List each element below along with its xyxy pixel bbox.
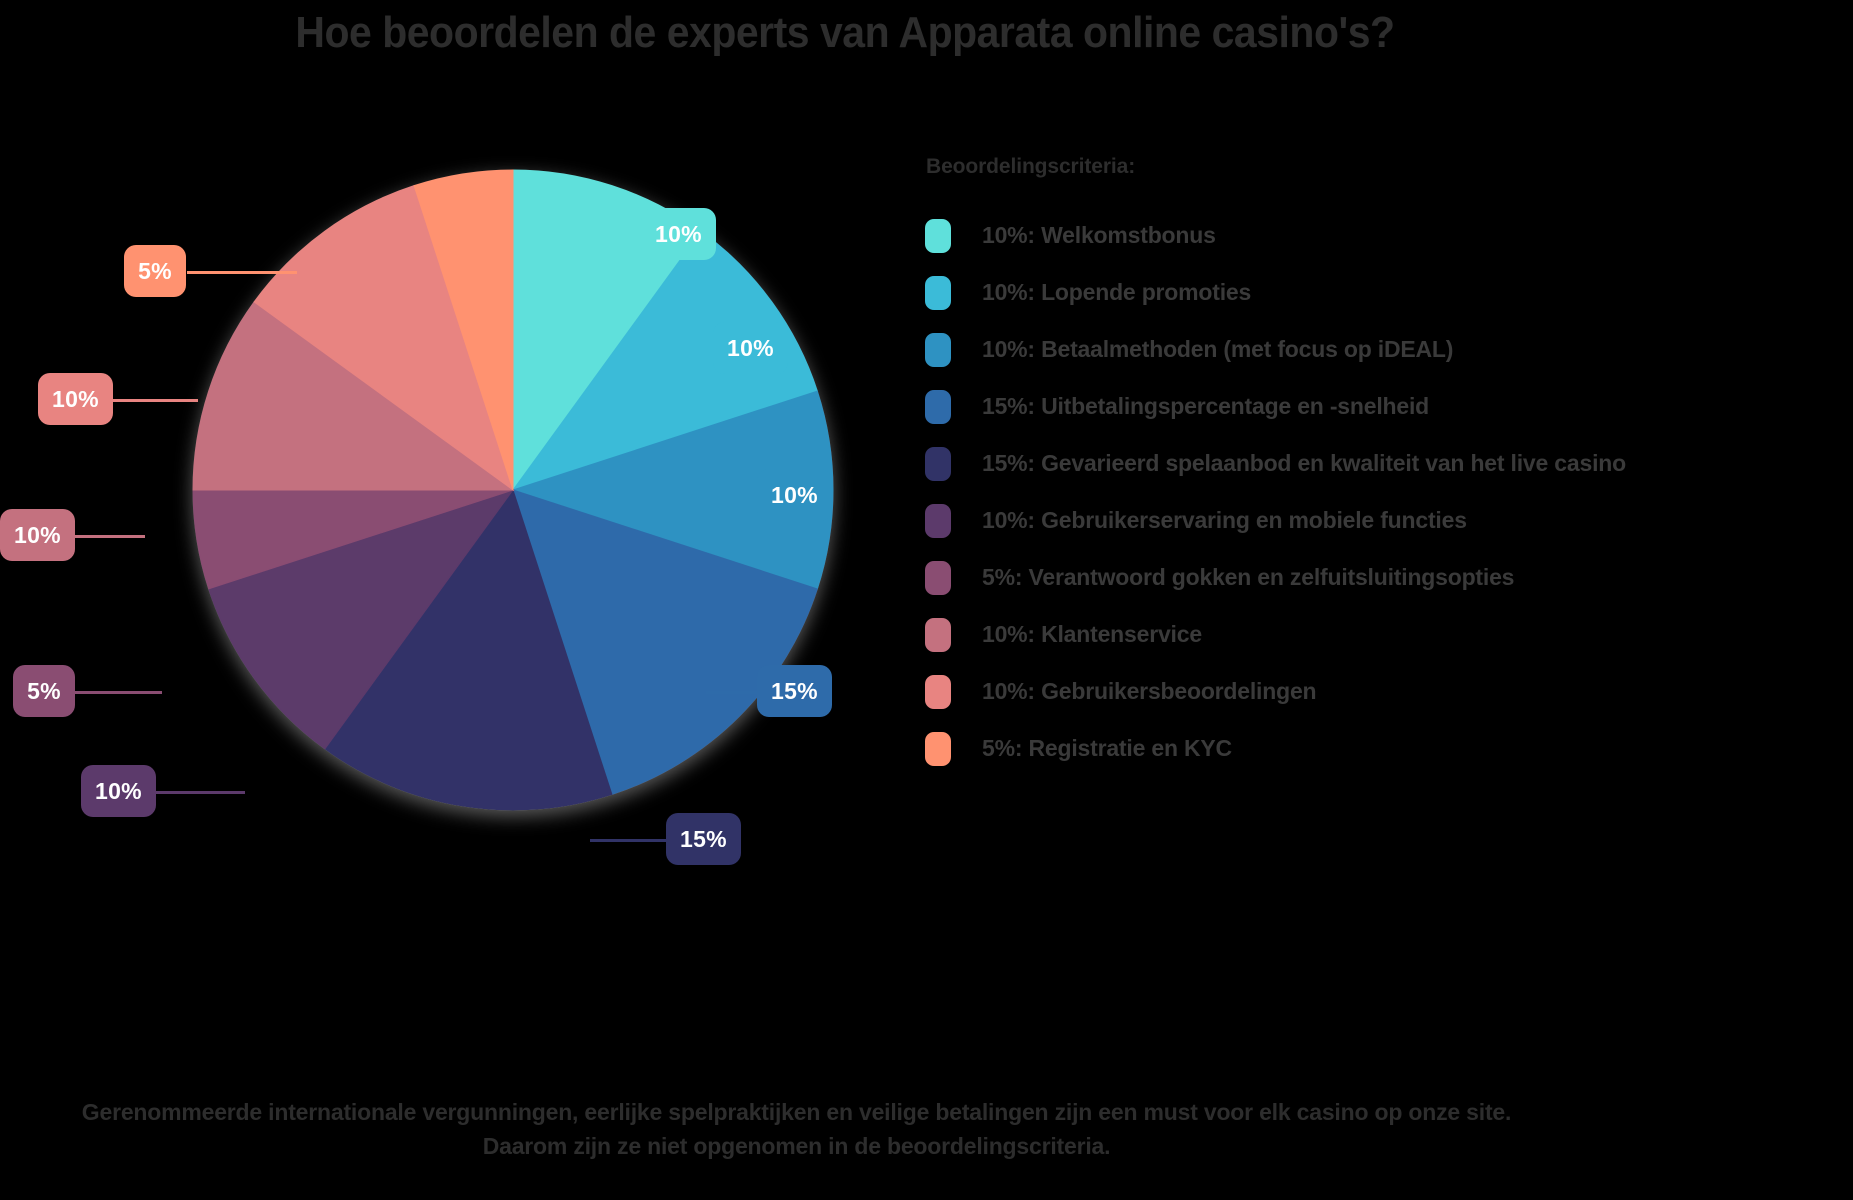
pie-slice[interactable] [253,185,514,492]
legend-item-label: 10%: Gebruikerservaring en mobiele funct… [982,507,1467,533]
legend-item-label: 10%: Betaalmethoden (met focus op iDEAL) [982,336,1454,362]
slice-percentage-badge[interactable]: 5% [13,665,75,717]
legend-color-swatch [925,503,951,538]
legend-item[interactable]: 5%: Registratie en KYC [925,720,1853,777]
pie-slice[interactable] [208,489,515,750]
legend-color-swatch [925,389,951,424]
callout-leader-line [187,271,297,274]
legend-item[interactable]: 10%: Gebruikersbeoordelingen [925,663,1853,720]
pie-slice[interactable] [324,488,613,811]
callout-leader-line [712,494,758,497]
legend-item[interactable]: 5%: Verantwoord gokken en zelfuitsluitin… [925,549,1853,606]
legend-item-label: 10%: Welkomstbonus [982,222,1216,248]
legend-item[interactable]: 15%: Uitbetalingspercentage en -snelheid [925,378,1853,435]
pie-slices-group [192,169,834,811]
callout-leader-line [655,348,715,351]
legend: Beoordelingscriteria: 10%: Welkomstbonus… [925,155,1853,777]
callout-leader-line [152,791,245,794]
slice-percentage-badge[interactable]: 15% [666,813,741,865]
slice-percentage-badge[interactable]: 10% [713,322,788,374]
callout-leader-line [110,399,198,402]
pie-slice[interactable] [192,301,515,491]
legend-color-swatch [925,674,951,709]
legend-color-swatch [925,332,951,367]
callout-leader-line [590,839,667,842]
legend-item-label: 10%: Gebruikersbeoordelingen [982,678,1317,704]
legend-color-swatch [925,617,951,652]
callout-leader-line [73,691,162,694]
pie-slice[interactable] [512,489,818,795]
legend-item-label: 5%: Registratie en KYC [982,735,1232,761]
slice-percentage-badge[interactable]: 15% [757,665,832,717]
chart-footnote: Gerenommeerde internationale vergunninge… [0,1095,1593,1163]
legend-item-label: 15%: Uitbetalingspercentage en -snelheid [982,393,1430,419]
legend-item[interactable]: 15%: Gevarieerd spelaanbod en kwaliteit … [925,435,1853,492]
footnote-line-2: Daarom zijn ze niet opgenomen in de beoo… [482,1133,1111,1159]
legend-color-swatch [925,446,951,481]
slice-percentage-badge[interactable]: 5% [124,245,186,297]
legend-item[interactable]: 10%: Betaalmethoden (met focus op iDEAL) [925,321,1853,378]
callout-leader-line [68,535,145,538]
callout-leader-line [706,691,758,694]
pie-chart-svg [192,169,834,811]
legend-heading: Beoordelingscriteria: [926,155,1136,178]
page-title: Hoe beoordelen de experts van Apparata o… [295,8,1395,57]
legend-color-swatch [925,275,951,310]
legend-color-swatch [925,218,951,253]
legend-rows: 10%: Welkomstbonus 10%: Lopende promoties… [925,207,1853,777]
legend-item-label: 10%: Lopende promoties [982,279,1252,305]
callout-leader-line [530,234,642,237]
legend-item-label: 15%: Gevarieerd spelaanbod en kwaliteit … [982,450,1626,476]
legend-item[interactable]: 10%: Lopende promoties [925,264,1853,321]
pie-slice[interactable] [511,390,834,590]
footnote-line-1: Gerenommeerde internationale vergunninge… [81,1099,1512,1125]
pie-chart-area: 10% 10% 10% 15% 15% 10% 5% 10% 10% 5% [0,60,900,900]
legend-item[interactable]: 10%: Klantenservice [925,606,1853,663]
legend-color-swatch [925,731,951,766]
slice-percentage-badge[interactable]: 10% [0,509,75,561]
slice-percentage-badge[interactable]: 10% [81,765,156,817]
slice-percentage-badge[interactable]: 10% [641,208,716,260]
slice-percentage-badge[interactable]: 10% [757,469,832,521]
pie-slice[interactable] [413,169,514,491]
legend-item[interactable]: 10%: Gebruikerservaring en mobiele funct… [925,492,1853,549]
legend-item-label: 5%: Verantwoord gokken en zelfuitsluitin… [982,564,1515,590]
legend-item[interactable]: 10%: Welkomstbonus [925,207,1853,264]
slice-percentage-badge[interactable]: 10% [38,373,113,425]
legend-color-swatch [925,560,951,595]
legend-item-label: 10%: Klantenservice [982,621,1202,647]
